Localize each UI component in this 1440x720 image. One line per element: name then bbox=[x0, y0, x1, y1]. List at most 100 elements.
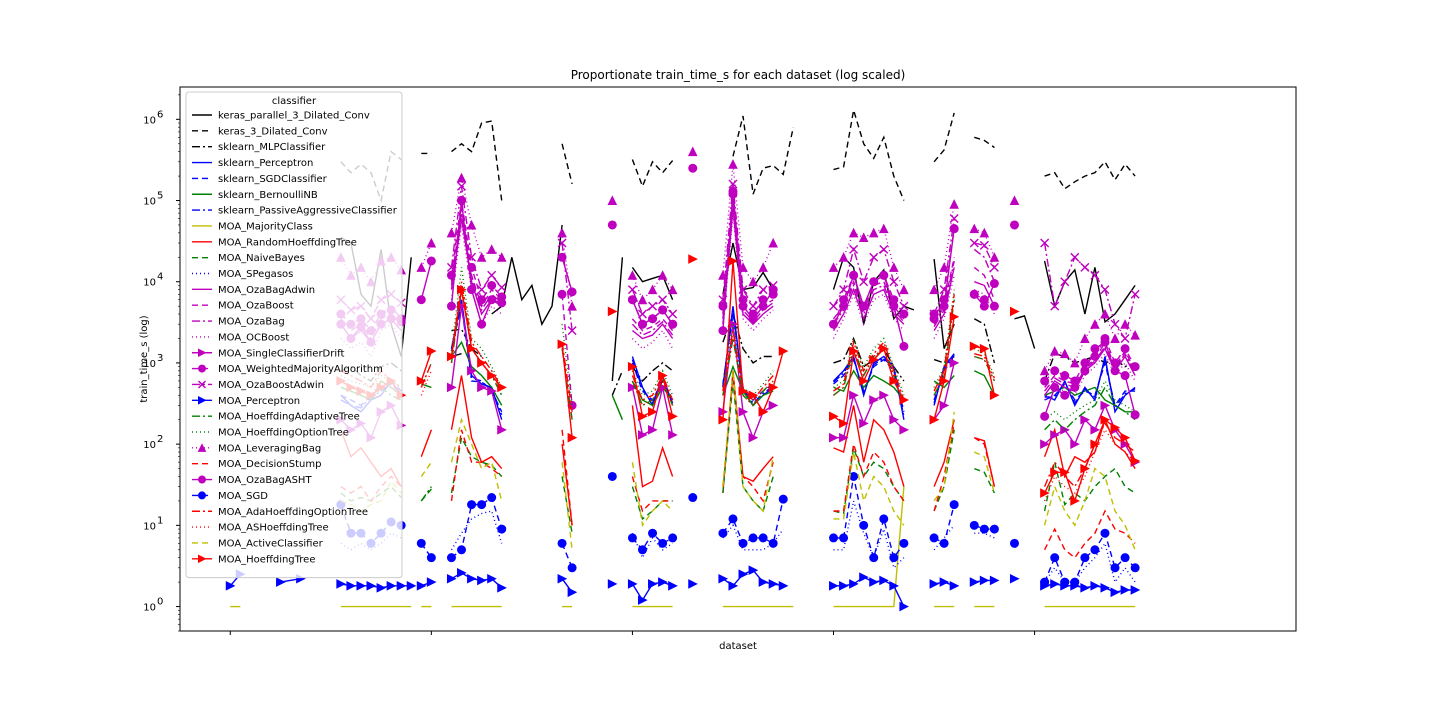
data-point bbox=[889, 414, 899, 425]
data-point bbox=[1090, 581, 1101, 591]
series-line bbox=[974, 451, 996, 494]
data-point bbox=[637, 411, 648, 422]
data-point bbox=[939, 400, 950, 411]
series-line bbox=[450, 289, 503, 396]
data-point bbox=[457, 284, 467, 295]
data-point bbox=[416, 538, 426, 548]
data-point bbox=[467, 573, 477, 584]
legend-label: keras_3_Dilated_Conv bbox=[218, 126, 328, 137]
data-point bbox=[497, 282, 507, 292]
series-line bbox=[933, 112, 955, 163]
y-tick-exponent: 2 bbox=[157, 434, 163, 445]
series-line bbox=[450, 429, 503, 501]
data-point bbox=[929, 579, 940, 589]
data-point bbox=[446, 573, 457, 584]
x-axis-label: dataset bbox=[719, 641, 757, 652]
data-point bbox=[839, 301, 849, 311]
series-line bbox=[420, 486, 432, 502]
data-point bbox=[396, 581, 407, 591]
data-point bbox=[1100, 337, 1110, 347]
data-point bbox=[889, 301, 899, 311]
data-point bbox=[627, 270, 638, 280]
data-point bbox=[839, 285, 849, 295]
data-point bbox=[658, 538, 668, 548]
series-line bbox=[833, 443, 905, 512]
data-point bbox=[336, 579, 346, 589]
data-point bbox=[1110, 333, 1120, 343]
data-point bbox=[899, 301, 909, 311]
data-point bbox=[467, 285, 477, 295]
data-point bbox=[567, 287, 577, 297]
series-line bbox=[1044, 340, 1136, 388]
data-point bbox=[1009, 538, 1019, 548]
data-point bbox=[859, 418, 869, 429]
data-point bbox=[768, 400, 779, 411]
series-line bbox=[450, 510, 503, 551]
series-line bbox=[1044, 347, 1136, 396]
legend-label: MOA_NaiveBayes bbox=[218, 253, 305, 264]
data-point bbox=[627, 295, 637, 305]
legend-label: MOA_SingleClassifierDrift bbox=[218, 348, 344, 359]
data-point bbox=[346, 581, 357, 591]
series-line bbox=[833, 392, 905, 439]
data-point bbox=[829, 533, 839, 543]
legend-marker bbox=[198, 348, 207, 358]
data-point bbox=[849, 346, 859, 356]
y-tick-exponent: 4 bbox=[157, 272, 163, 283]
series-line bbox=[933, 354, 955, 404]
y-tick-label: 10 bbox=[143, 115, 156, 126]
series-line bbox=[420, 260, 433, 300]
legend-label: sklearn_PassiveAggressiveClassifier bbox=[218, 206, 398, 217]
legend-label: sklearn_SGDClassifier bbox=[218, 174, 328, 185]
data-point bbox=[668, 533, 678, 543]
data-point bbox=[416, 581, 427, 591]
legend-label: MOA_OCBoost bbox=[218, 332, 289, 343]
data-point bbox=[939, 301, 949, 311]
data-point bbox=[467, 500, 477, 510]
data-point bbox=[828, 262, 839, 272]
data-point bbox=[869, 252, 879, 262]
data-point bbox=[627, 285, 637, 295]
legend-box bbox=[185, 91, 403, 579]
data-point bbox=[849, 270, 859, 280]
data-point bbox=[487, 493, 497, 503]
data-point bbox=[889, 581, 899, 591]
data-point bbox=[778, 581, 789, 591]
data-point bbox=[728, 256, 739, 266]
data-point bbox=[969, 520, 979, 530]
data-point bbox=[778, 346, 789, 356]
legend-label: MOA_AdaHoeffdingOptionTree bbox=[218, 507, 368, 518]
data-point bbox=[366, 581, 377, 591]
data-point bbox=[929, 284, 939, 295]
legend: classifier keras_parallel_3_Dilated_Convk… bbox=[185, 91, 403, 579]
series-line bbox=[833, 476, 905, 561]
series-line bbox=[1043, 531, 1136, 583]
legend-label: MOA_HoeffdingAdaptiveTree bbox=[218, 412, 360, 423]
series-line bbox=[974, 370, 996, 396]
data-point bbox=[456, 172, 467, 183]
data-point bbox=[929, 533, 939, 543]
legend-marker bbox=[198, 395, 207, 405]
series-line bbox=[631, 159, 674, 189]
data-point bbox=[728, 159, 738, 169]
data-point bbox=[879, 244, 889, 254]
y-tick-label: 10 bbox=[143, 197, 156, 208]
data-point bbox=[386, 581, 397, 591]
legend-label: MOA_LeveragingBag bbox=[218, 443, 321, 454]
data-point bbox=[356, 581, 367, 591]
series-line bbox=[561, 143, 573, 185]
data-point bbox=[989, 252, 1000, 262]
legend-title: classifier bbox=[272, 96, 317, 107]
data-point bbox=[446, 301, 456, 311]
series-line bbox=[450, 289, 503, 388]
series-line bbox=[722, 523, 784, 551]
data-point bbox=[1080, 262, 1090, 272]
data-point bbox=[567, 432, 578, 443]
series-line bbox=[722, 370, 774, 513]
data-point bbox=[466, 219, 477, 230]
series-line bbox=[722, 242, 774, 295]
data-point bbox=[1060, 371, 1070, 381]
data-point bbox=[1110, 563, 1120, 573]
data-point bbox=[718, 326, 728, 336]
data-point bbox=[939, 577, 950, 587]
